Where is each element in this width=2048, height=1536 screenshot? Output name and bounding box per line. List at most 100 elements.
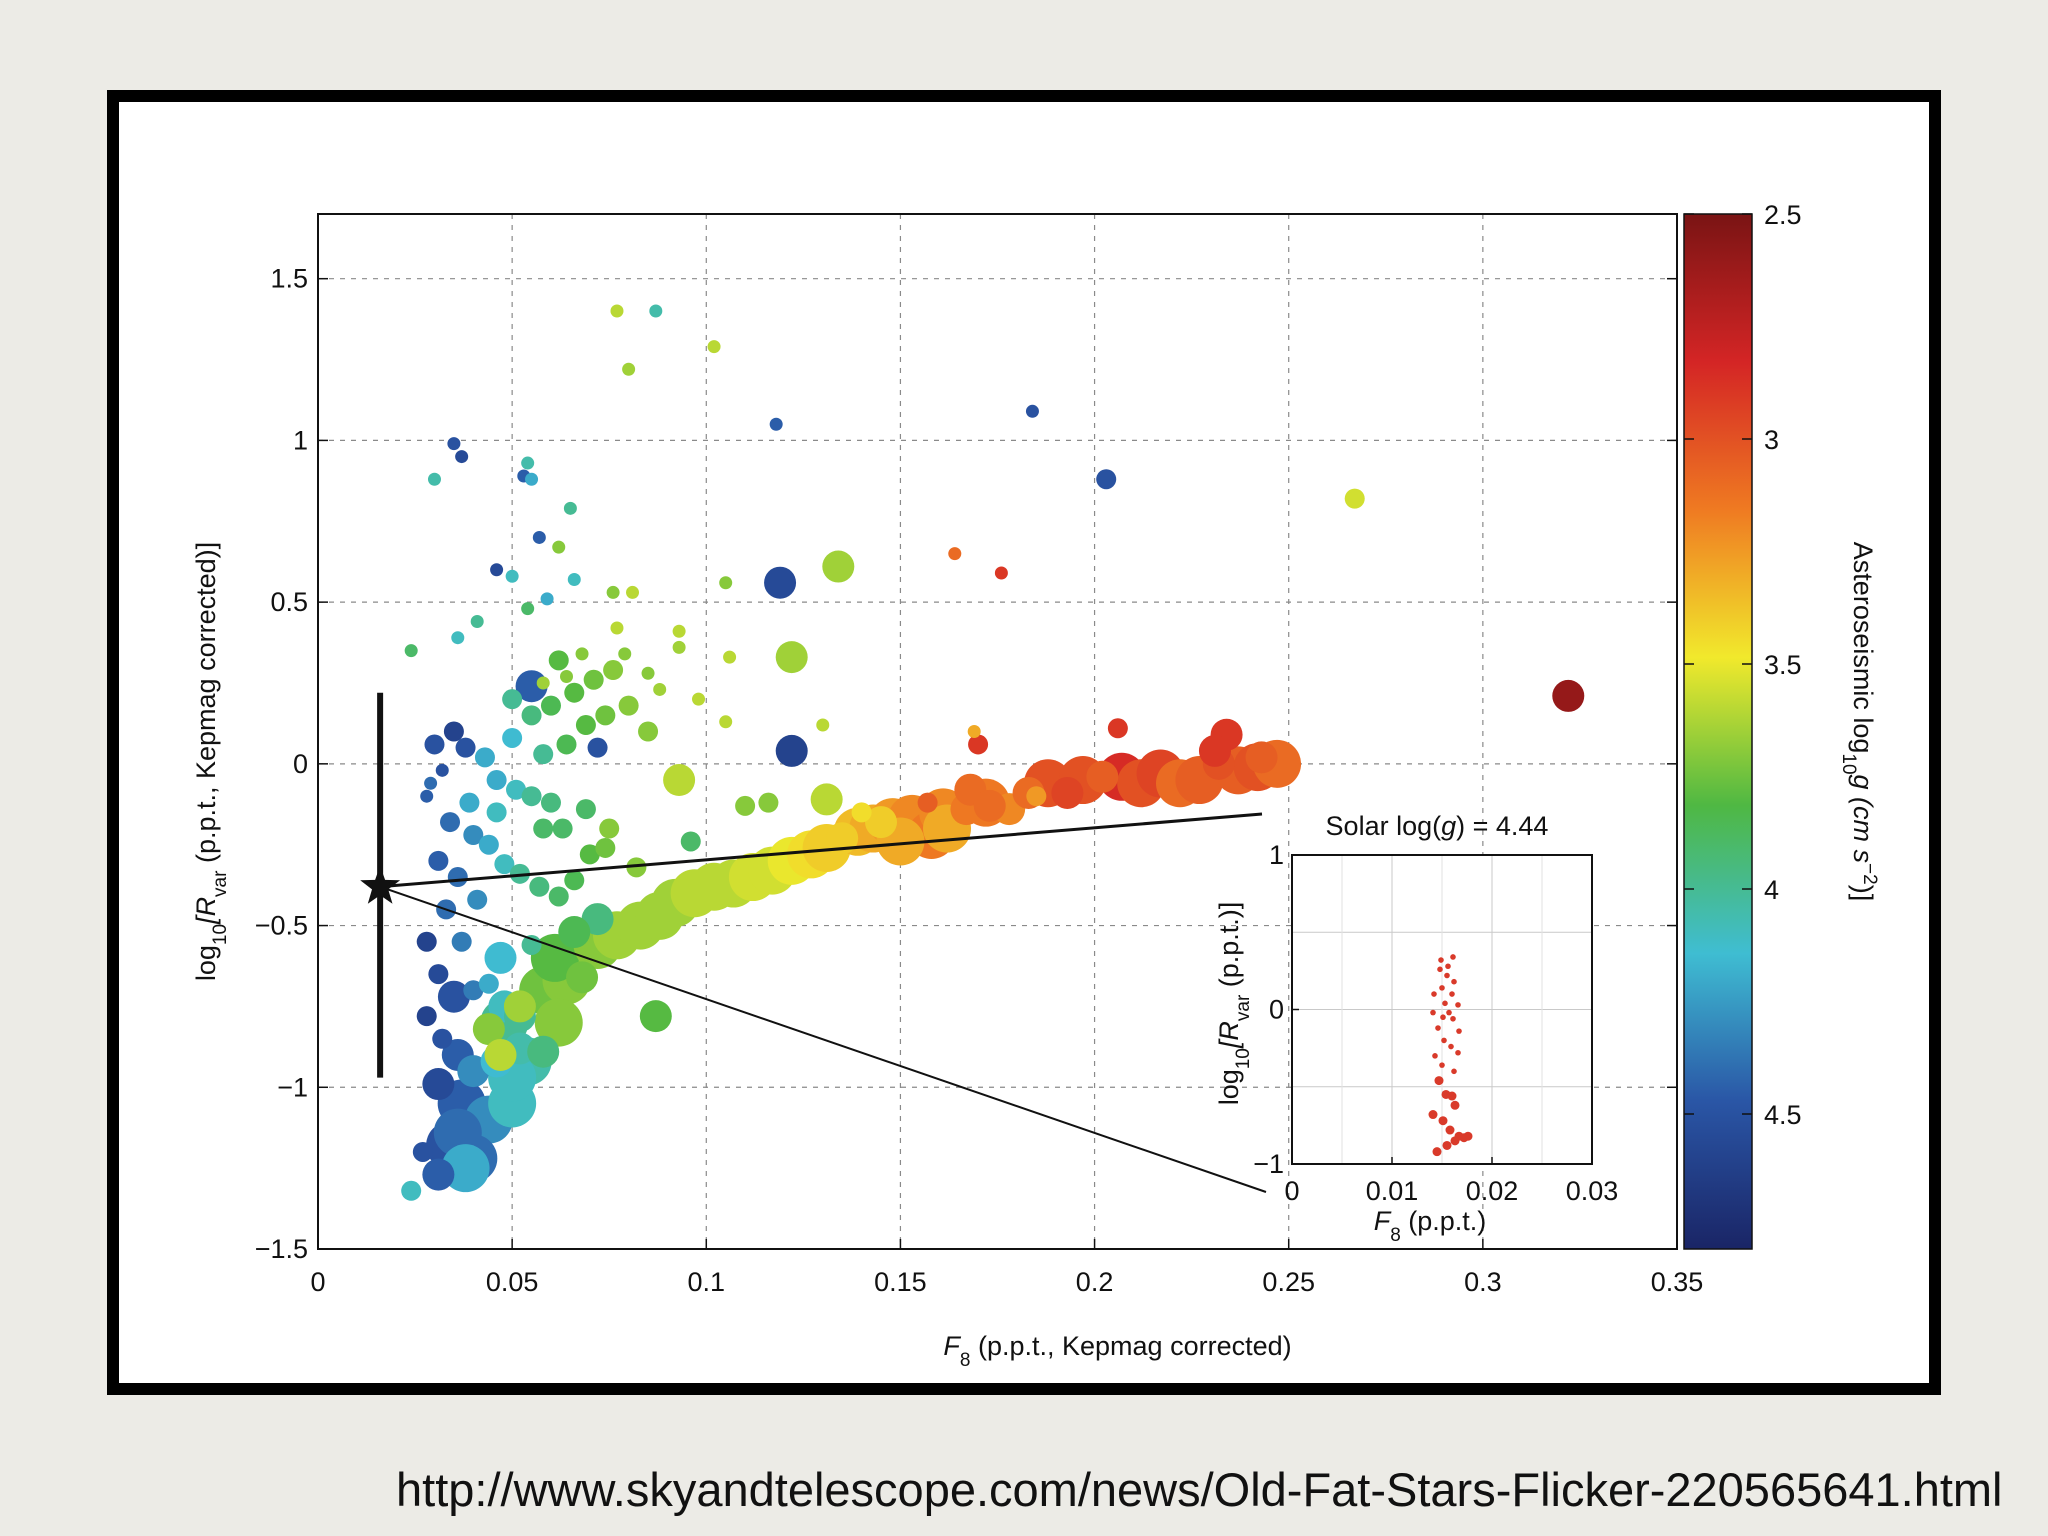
inset-data-points <box>1428 954 1473 1157</box>
data-point <box>428 850 449 871</box>
colorbar-tick-label: 3.5 <box>1764 650 1802 680</box>
data-point <box>506 779 527 800</box>
inset-x-tick-label: 0.01 <box>1366 1176 1419 1206</box>
data-point <box>917 792 938 813</box>
data-point <box>564 682 585 703</box>
data-point <box>432 1028 453 1049</box>
inset-data-point <box>1438 957 1444 963</box>
data-point <box>735 795 756 816</box>
inset-data-point <box>1439 985 1445 991</box>
data-point <box>626 857 647 878</box>
inset-chart: 0 0.01 0.02 0.03 −101 Solar log(g) = 4.44 F… <box>1214 811 1618 1246</box>
inset-x-tick-label: 0.03 <box>1566 1176 1619 1206</box>
data-point <box>653 682 667 696</box>
data-point <box>967 725 981 738</box>
data-point <box>467 889 488 910</box>
colorbar-tick-labels: 2.5 3 3.5 4 4.5 <box>1684 200 1802 1130</box>
inset-data-point <box>1451 1068 1457 1075</box>
data-point <box>540 695 561 716</box>
figure-frame: 0 0.05 0.1 0.15 0.2 0.25 0.3 0.35 −1.5 −1 −0.5 0 0.… <box>107 90 1941 1395</box>
data-point <box>533 744 554 765</box>
data-point <box>775 641 808 674</box>
data-point <box>521 602 535 616</box>
inset-data-point <box>1438 1116 1448 1126</box>
inset-title: Solar log(g) = 4.44 <box>1326 811 1549 841</box>
y-tick-label: −1 <box>277 1072 308 1102</box>
data-point <box>610 621 624 635</box>
inset-data-point <box>1456 1028 1462 1034</box>
x-tick-label: 0.05 <box>486 1267 539 1297</box>
data-point <box>533 818 554 839</box>
data-point <box>502 727 523 748</box>
data-point <box>486 802 507 823</box>
y-tick-label: 1 <box>293 425 308 455</box>
inset-y-tick-label: 0 <box>1269 995 1284 1025</box>
data-point <box>463 825 484 845</box>
data-point <box>521 705 542 726</box>
inset-data-point <box>1450 954 1456 960</box>
data-point <box>422 1068 455 1101</box>
data-point <box>581 903 614 936</box>
data-point <box>540 592 554 606</box>
data-point <box>424 776 438 790</box>
data-point <box>758 792 779 813</box>
data-point <box>441 1144 490 1193</box>
data-point <box>490 563 504 577</box>
data-point <box>1198 734 1231 767</box>
sun-star-icon <box>360 865 401 904</box>
data-point <box>548 650 569 671</box>
data-point <box>527 1035 560 1068</box>
source-url[interactable]: http://www.skyandtelescope.com/news/Old-… <box>396 1463 2003 1516</box>
data-point <box>459 792 480 813</box>
x-tick-label: 0 <box>310 1267 325 1297</box>
data-point <box>505 569 519 583</box>
data-point <box>764 566 797 599</box>
inset-data-point <box>1451 978 1457 985</box>
data-point <box>447 437 461 451</box>
data-point <box>566 961 599 994</box>
data-point <box>420 789 434 803</box>
data-point <box>851 802 872 823</box>
colorbar-tick-label: 4.5 <box>1764 1100 1802 1130</box>
data-point <box>719 715 733 729</box>
inset-y-axis-label: log10[Rvar (p.p.t.)] <box>1214 902 1254 1106</box>
data-point <box>579 844 600 865</box>
inset-data-point <box>1434 1076 1444 1086</box>
x-tick-label: 0.15 <box>874 1267 927 1297</box>
inset-y-tick-label: −1 <box>1253 1149 1284 1179</box>
inset-data-point <box>1445 963 1451 970</box>
data-point <box>474 747 495 768</box>
data-point <box>428 964 449 985</box>
inset-data-point <box>1447 1091 1457 1101</box>
data-point <box>618 647 632 661</box>
data-point <box>1245 741 1278 774</box>
data-point <box>503 990 536 1023</box>
data-point <box>401 1180 422 1201</box>
inset-data-point <box>1431 991 1437 997</box>
data-point <box>639 1000 672 1033</box>
sun-marker-group <box>360 692 1267 1193</box>
data-point <box>822 550 855 583</box>
data-point <box>525 472 539 486</box>
inset-data-point <box>1437 966 1443 973</box>
data-point <box>707 340 721 354</box>
data-point <box>587 737 608 758</box>
data-point <box>603 660 624 681</box>
inset-data-point <box>1432 1053 1438 1059</box>
data-point <box>558 916 591 949</box>
data-point <box>575 647 589 661</box>
data-point <box>567 572 581 586</box>
x-tick-label: 0.1 <box>688 1267 726 1297</box>
inset-data-point <box>1455 1049 1461 1056</box>
inset-y-tick-label: 1 <box>1269 840 1284 870</box>
inset-x-tick-label: 0.02 <box>1466 1176 1519 1206</box>
data-point <box>532 530 546 544</box>
data-point <box>521 786 542 807</box>
data-point <box>719 576 733 590</box>
data-point <box>478 973 499 994</box>
data-point <box>638 721 659 742</box>
inset-data-point <box>1455 1002 1461 1008</box>
data-point <box>622 362 636 376</box>
data-point <box>1107 718 1128 739</box>
data-point <box>994 566 1008 580</box>
